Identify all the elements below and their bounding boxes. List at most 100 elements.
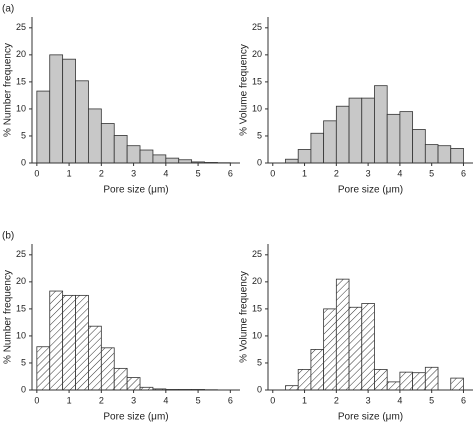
bar: [126, 145, 141, 164]
y-tick-label: 0: [257, 384, 262, 394]
bar: [437, 145, 452, 164]
bar: [310, 132, 325, 164]
y-axis-label: % Volume frequency: [239, 271, 250, 363]
x-tick-label: 5: [196, 168, 201, 178]
bar: [75, 294, 89, 391]
y-axis-label: % Number frequency: [3, 43, 14, 137]
bar: [310, 349, 325, 391]
bar: [297, 369, 312, 391]
y-tick-label: 5: [257, 357, 262, 367]
x-axis-label: Pore size (μm): [338, 185, 403, 196]
x-tick-label: 4: [397, 395, 402, 405]
x-tick-label: 6: [228, 395, 233, 405]
x-tick-label: 6: [228, 168, 233, 178]
bar: [335, 105, 350, 164]
y-tick-label: 15: [252, 303, 262, 313]
bar: [361, 303, 375, 391]
panel-label: (b): [2, 231, 14, 242]
bar: [323, 120, 337, 164]
bar: [424, 144, 439, 164]
x-axis-label: Pore size (μm): [103, 412, 168, 423]
y-tick-label: 15: [252, 76, 262, 86]
x-tick-label: 0: [270, 395, 275, 405]
y-tick-label: 25: [16, 22, 26, 32]
x-tick-label: 1: [67, 395, 72, 405]
y-tick-label: 10: [16, 330, 26, 340]
x-tick-label: 4: [163, 168, 168, 178]
bar: [49, 54, 64, 164]
bar: [424, 366, 439, 391]
bar: [386, 381, 401, 391]
bar: [399, 371, 414, 391]
bar: [139, 149, 154, 164]
x-tick-label: 3: [131, 395, 136, 405]
y-tick-label: 20: [252, 49, 262, 59]
bar: [36, 346, 51, 391]
y-tick-label: 0: [21, 157, 26, 167]
x-tick-label: 5: [429, 395, 434, 405]
y-tick-label: 25: [16, 249, 26, 259]
x-tick-label: 5: [429, 168, 434, 178]
bar: [386, 113, 401, 164]
y-tick-label: 20: [252, 276, 262, 286]
bar: [36, 90, 51, 164]
x-tick-label: 2: [334, 395, 339, 405]
y-tick-label: 0: [21, 384, 26, 394]
bar: [335, 278, 350, 391]
y-axis-label: % Volume frequency: [239, 44, 250, 136]
bar: [348, 97, 363, 164]
bar: [126, 377, 141, 391]
y-tick-label: 15: [16, 76, 26, 86]
bar: [285, 385, 299, 391]
y-tick-label: 5: [21, 130, 26, 140]
bar: [412, 372, 426, 391]
y-tick-label: 0: [257, 157, 262, 167]
y-tick-label: 5: [21, 357, 26, 367]
y-tick-label: 10: [16, 103, 26, 113]
bar: [412, 129, 426, 164]
y-tick-label: 10: [252, 330, 262, 340]
y-tick-label: 20: [16, 276, 26, 286]
bar: [75, 80, 89, 164]
bar: [62, 58, 76, 164]
bar: [88, 325, 102, 391]
x-tick-label: 6: [461, 168, 466, 178]
x-tick-label: 0: [34, 395, 39, 405]
bar: [100, 123, 115, 164]
bar: [374, 85, 388, 164]
x-tick-label: 1: [302, 168, 307, 178]
bar: [62, 294, 76, 391]
x-tick-label: 3: [366, 168, 371, 178]
y-tick-label: 25: [252, 22, 262, 32]
y-tick-label: 10: [252, 103, 262, 113]
x-tick-label: 4: [163, 395, 168, 405]
bar: [348, 306, 363, 391]
x-tick-label: 1: [67, 168, 72, 178]
x-tick-label: 0: [34, 168, 39, 178]
bar: [88, 108, 102, 164]
bar: [361, 97, 375, 164]
bar: [49, 290, 64, 391]
x-tick-label: 5: [196, 395, 201, 405]
x-tick-label: 0: [270, 168, 275, 178]
x-tick-label: 1: [302, 395, 307, 405]
bar: [113, 367, 128, 391]
y-tick-label: 5: [257, 130, 262, 140]
bar: [297, 149, 312, 164]
bar: [113, 135, 128, 164]
y-axis-label: % Number frequency: [3, 270, 14, 364]
x-tick-label: 3: [366, 395, 371, 405]
x-tick-label: 2: [99, 168, 104, 178]
bar: [165, 157, 180, 164]
bar: [100, 347, 115, 391]
x-axis-label: Pore size (μm): [338, 412, 403, 423]
y-tick-label: 15: [16, 303, 26, 313]
bar: [285, 158, 299, 164]
bar: [450, 147, 464, 164]
x-tick-label: 3: [131, 168, 136, 178]
y-tick-label: 25: [252, 249, 262, 259]
bar: [152, 154, 167, 164]
x-tick-label: 4: [397, 168, 402, 178]
x-tick-label: 6: [461, 395, 466, 405]
